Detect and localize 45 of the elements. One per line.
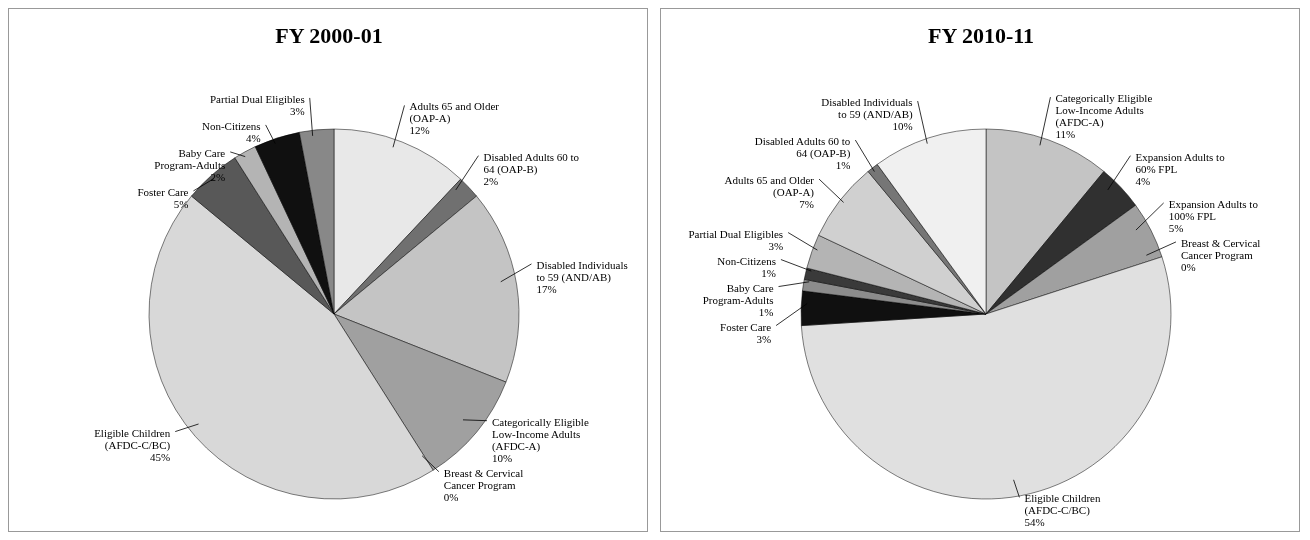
text: 0% [1180,260,1196,273]
slice-label: Foster Care [137,185,189,198]
data-label: 3% [290,104,305,117]
category-label: Breast & Cervical Cancer Program [443,466,524,491]
slice-label: Disabled Adults 60 to 64 (OAP-B) [754,135,851,161]
data-label: 12% [409,124,430,137]
data-label: 10% [892,120,913,133]
slice-label: Non-Citizens [201,119,261,132]
data-label: 5% [173,197,189,210]
chart-title: FY 2010-11 [926,23,1036,49]
data-label: 4% [245,131,261,144]
data-label: 10% [491,451,513,464]
slice-label: Categorically Eligible Low-Income Adults (AFDC-A) [1055,92,1153,130]
data-label: 5% [1168,221,1184,234]
slice-label: Eligible Children (AFDC-C/BC) [94,426,171,452]
data-label: 11% [1055,128,1076,141]
slice-label: Adults 65 and Older (OAP-A) [724,174,815,200]
slice-label: Disabled Individuals to 59 (AND/AB) [536,258,628,284]
slice-label: Partial Dual Eligibles [688,227,784,240]
slice-label: Non-Citizens [717,254,776,267]
data-label: 2% [483,174,499,187]
data-label: 4% [1135,174,1151,187]
slice-label: Eligible Children (AFDC-C/BC) [1024,492,1101,518]
category-label: Breast & Cervical Cancer Program [1180,236,1261,261]
slice-label: Adults 65 and Older (OAP-A) [409,100,500,126]
slice-label: Partial Dual Eligibles [210,92,305,105]
data-label: 45% [150,450,171,463]
slice-label: Disabled Adults 60 to 64 (OAP-B) [483,150,580,176]
data-label: 3% [768,239,784,252]
data-label: 2% [210,170,226,183]
slice-label: Disabled Individuals to 59 (AND/AB) [821,96,913,122]
slice-label: Categorically Eligible Low-Income Adults (AFDC-A) [491,415,589,453]
slice-label: Expansion Adults to 100% FPL [1168,197,1259,222]
chart-title: FY 2000-01 [274,23,384,49]
slice-label: Baby Care Program-Adults [702,281,774,306]
data-label: 17% [536,282,557,295]
data-label: 54% [1024,516,1045,529]
data-label: 3% [756,332,772,345]
data-label: 1% [761,266,776,279]
slice-label: Foster Care [720,320,772,333]
data-label: 1% [758,305,774,318]
data-label: 1% [835,159,851,172]
text: 0% [443,490,459,503]
data-label: 7% [799,198,815,211]
slice-label: Expansion Adults to 60% FPL [1135,150,1226,175]
